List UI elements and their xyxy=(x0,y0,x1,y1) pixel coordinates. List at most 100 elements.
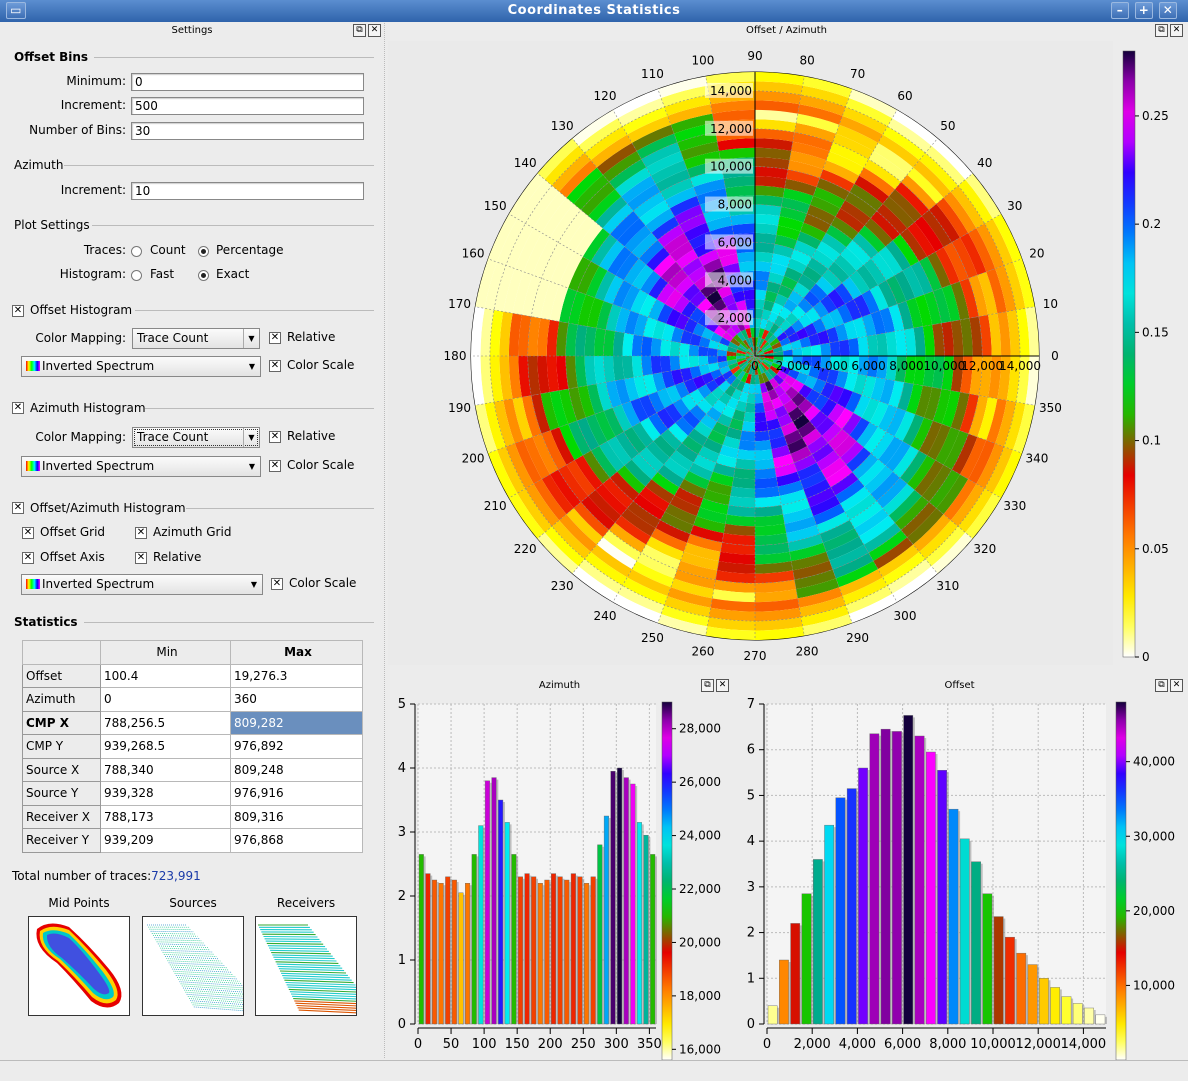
row-header[interactable]: Source X xyxy=(22,757,101,782)
cell-min[interactable]: 939,328 xyxy=(100,781,231,806)
dock-close-icon[interactable]: ✕ xyxy=(1170,24,1183,37)
histogram-bar[interactable] xyxy=(812,859,823,1025)
histogram-bar[interactable] xyxy=(650,854,656,1025)
offset-histogram-chart[interactable]: 0 2,000 4,000 6,000 8,000 10,000 12,000 14,0000… xyxy=(736,694,1188,1060)
azimuth-color-scale-checkbox[interactable]: ✕ xyxy=(269,460,281,472)
column-header-max[interactable]: Max xyxy=(230,640,363,665)
number-of-bins-input[interactable]: 30 xyxy=(131,122,364,140)
histogram-bar[interactable] xyxy=(801,893,812,1025)
histogram-bar[interactable] xyxy=(544,879,550,1025)
histogram-bar[interactable] xyxy=(1061,996,1072,1025)
histogram-bar[interactable] xyxy=(517,876,523,1025)
histogram-bar[interactable] xyxy=(1095,1014,1106,1025)
histogram-bar[interactable] xyxy=(465,882,471,1025)
histogram-bar[interactable] xyxy=(779,959,789,1025)
histogram-bar[interactable] xyxy=(623,777,629,1025)
oa-color-scale-checkbox[interactable]: ✕ xyxy=(271,578,283,590)
histogram-bar[interactable] xyxy=(767,1005,778,1025)
offset-increment-input[interactable]: 500 xyxy=(131,97,364,115)
histogram-bar[interactable] xyxy=(982,893,993,1025)
histogram-bar[interactable] xyxy=(835,797,846,1025)
histogram-bar[interactable] xyxy=(458,892,464,1025)
float-icon[interactable]: ⧉ xyxy=(701,679,714,692)
azimuth-relative-checkbox[interactable]: ✕ xyxy=(269,431,281,443)
table-row[interactable]: Source X 788,340 809,248 xyxy=(22,757,363,782)
histogram-bar[interactable] xyxy=(511,854,517,1025)
cell-min[interactable]: 788,340 xyxy=(100,757,231,782)
histogram-bar[interactable] xyxy=(418,854,424,1025)
maximize-icon[interactable]: + xyxy=(1135,2,1153,19)
histogram-bar[interactable] xyxy=(914,735,925,1025)
histogram-bar[interactable] xyxy=(1084,1007,1094,1025)
row-header[interactable]: Receiver Y xyxy=(22,828,101,853)
offset-color-scale-checkbox[interactable]: ✕ xyxy=(269,360,281,372)
table-row[interactable]: CMP Y 939,268.5 976,892 xyxy=(22,734,363,759)
cell-max[interactable]: 976,916 xyxy=(230,781,363,806)
histogram-bar[interactable] xyxy=(484,780,490,1025)
azimuth-palette-select[interactable]: Inverted Spectrum ▼ xyxy=(21,456,261,477)
histogram-bar[interactable] xyxy=(630,783,636,1025)
histogram-bar[interactable] xyxy=(1039,978,1049,1025)
histogram-bar[interactable] xyxy=(824,824,835,1025)
table-row[interactable]: Receiver Y 939,209 976,868 xyxy=(22,828,363,853)
cell-max[interactable]: 976,868 xyxy=(230,828,363,853)
histogram-bar[interactable] xyxy=(590,876,596,1025)
cell-min[interactable]: 0 xyxy=(100,687,231,712)
azimuth-dock-header[interactable]: Azimuth ⧉ ✕ xyxy=(388,678,731,694)
histogram-bar[interactable] xyxy=(551,873,557,1025)
float-icon[interactable]: ⧉ xyxy=(1155,679,1168,692)
minimum-input[interactable]: 0 xyxy=(131,73,364,91)
histogram-bar[interactable] xyxy=(1050,987,1061,1025)
offset-histogram-checkbox[interactable]: ✕ xyxy=(12,305,24,317)
oa-histogram-checkbox[interactable]: ✕ xyxy=(12,502,24,514)
offset-dock-header[interactable]: Offset ⧉ ✕ xyxy=(734,678,1185,694)
histogram-bar[interactable] xyxy=(577,876,583,1025)
cell-min[interactable]: 939,209 xyxy=(100,828,231,853)
histogram-bar[interactable] xyxy=(524,873,530,1025)
histogram-bar[interactable] xyxy=(643,834,649,1025)
offset-palette-select[interactable]: Inverted Spectrum ▼ xyxy=(21,356,261,377)
cell-max[interactable]: 360 xyxy=(230,687,363,712)
row-header[interactable]: CMP Y xyxy=(22,734,101,759)
histogram-bar[interactable] xyxy=(491,777,497,1025)
histogram-bar[interactable] xyxy=(1005,936,1015,1025)
cell-max[interactable]: 809,316 xyxy=(230,804,363,829)
histogram-bar[interactable] xyxy=(959,838,970,1025)
percentage-radio[interactable] xyxy=(198,246,209,257)
histogram-bar[interactable] xyxy=(1027,964,1038,1025)
table-row[interactable]: CMP X 788,256.5 809,282 xyxy=(22,710,363,735)
exact-radio[interactable] xyxy=(198,270,209,281)
settings-dock-header[interactable]: Settings ⧉ ✕ xyxy=(0,23,384,39)
histogram-bar[interactable] xyxy=(451,879,457,1025)
azimuth-histogram-checkbox[interactable]: ✕ xyxy=(12,402,24,414)
histogram-bar[interactable] xyxy=(790,923,801,1025)
vertical-splitter[interactable] xyxy=(384,23,386,1058)
histogram-bar[interactable] xyxy=(603,815,609,1025)
dock-close-icon[interactable]: ✕ xyxy=(1170,679,1183,692)
row-header[interactable]: Receiver X xyxy=(22,804,101,829)
histogram-bar[interactable] xyxy=(948,808,959,1025)
table-row[interactable]: Offset 100.4 19,276.3 xyxy=(22,663,363,688)
histogram-bar[interactable] xyxy=(610,770,616,1025)
histogram-bar[interactable] xyxy=(445,876,451,1025)
cell-min[interactable]: 100.4 xyxy=(100,663,231,688)
histogram-bar[interactable] xyxy=(471,854,477,1025)
cell-min[interactable]: 939,268.5 xyxy=(100,734,231,759)
histogram-bar[interactable] xyxy=(925,751,936,1025)
cell-max[interactable]: 976,892 xyxy=(230,734,363,759)
statistics-table[interactable]: Min Max Offset 100.4 19,276.3 Azimuth 0 360 CM… xyxy=(22,640,363,853)
histogram-bar[interactable] xyxy=(597,844,603,1025)
count-radio[interactable] xyxy=(131,246,142,257)
histogram-bar[interactable] xyxy=(858,767,868,1025)
cell-max[interactable]: 19,276.3 xyxy=(230,663,363,688)
row-header[interactable]: Source Y xyxy=(22,781,101,806)
float-icon[interactable]: ⧉ xyxy=(353,24,366,37)
histogram-bar[interactable] xyxy=(869,733,880,1025)
offset-grid-checkbox[interactable]: ✕ xyxy=(22,527,34,539)
azimuth-color-mapping-select[interactable]: Trace Count ▼ xyxy=(132,427,260,448)
histogram-bar[interactable] xyxy=(537,882,543,1025)
row-header[interactable]: Offset xyxy=(22,663,101,688)
row-header[interactable]: CMP X xyxy=(22,710,101,735)
histogram-bar[interactable] xyxy=(557,876,563,1025)
histogram-bar[interactable] xyxy=(892,731,902,1025)
